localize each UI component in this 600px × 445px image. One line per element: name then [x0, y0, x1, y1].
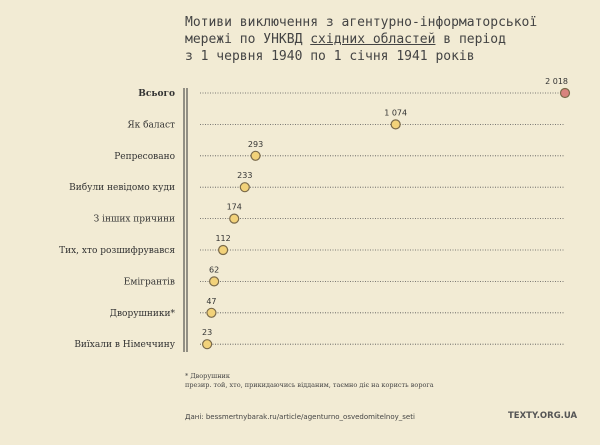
category-label: Тих, хто розшифрувався	[59, 246, 175, 256]
category-label: Дворушники*	[110, 309, 176, 319]
category-label: З інших причини	[94, 215, 175, 225]
source-text: Дані: bessmertnybarak.ru/article/agentur…	[185, 413, 415, 421]
data-point	[209, 276, 220, 287]
category-label: Всього	[138, 89, 175, 99]
value-label: 1 074	[384, 108, 407, 117]
title-link[interactable]: східних областей	[310, 32, 436, 47]
category-label: Репресовано	[114, 152, 175, 162]
title-text: в період	[435, 32, 506, 47]
value-label: 112	[215, 234, 230, 243]
brand-logo[interactable]: TEXTY.ORG.UA	[508, 411, 578, 421]
title-text: мережі по УНКВД	[185, 32, 311, 47]
footnote-term: * Дворушник	[185, 372, 230, 380]
category-label: Виїхали в Німеччину	[74, 340, 175, 350]
category-label: Як баласт	[127, 119, 175, 130]
chart-title: Мотиви виключення з агентурно-інформатор…	[185, 14, 585, 65]
data-point	[239, 182, 250, 193]
data-point	[206, 307, 217, 318]
category-label: Емігрантів	[124, 277, 175, 287]
footnote-definition: презир. той, хто, прикидаючись відданим,…	[185, 381, 434, 389]
value-label: 233	[237, 171, 252, 180]
data-point	[390, 119, 401, 130]
data-point	[202, 339, 213, 350]
data-point	[217, 244, 229, 256]
value-label: 23	[202, 328, 212, 337]
value-label: 47	[206, 297, 216, 306]
category-label: Вибули невідомо куди	[69, 182, 175, 193]
value-label: 174	[227, 203, 242, 212]
title-line: мережі по УНКВД східних областей в періо…	[185, 31, 585, 48]
title-line: з 1 червня 1940 по 1 січня 1941 років	[185, 49, 475, 64]
title-line: Мотиви виключення з агентурно-інформатор…	[185, 15, 538, 30]
data-point	[559, 87, 571, 99]
value-label: 62	[209, 265, 219, 274]
value-label: 2 018	[545, 77, 568, 86]
data-point	[229, 213, 240, 224]
data-point	[250, 150, 261, 161]
value-label: 293	[248, 140, 263, 149]
footnote: * Дворушник презир. той, хто, прикидаючи…	[185, 372, 434, 390]
